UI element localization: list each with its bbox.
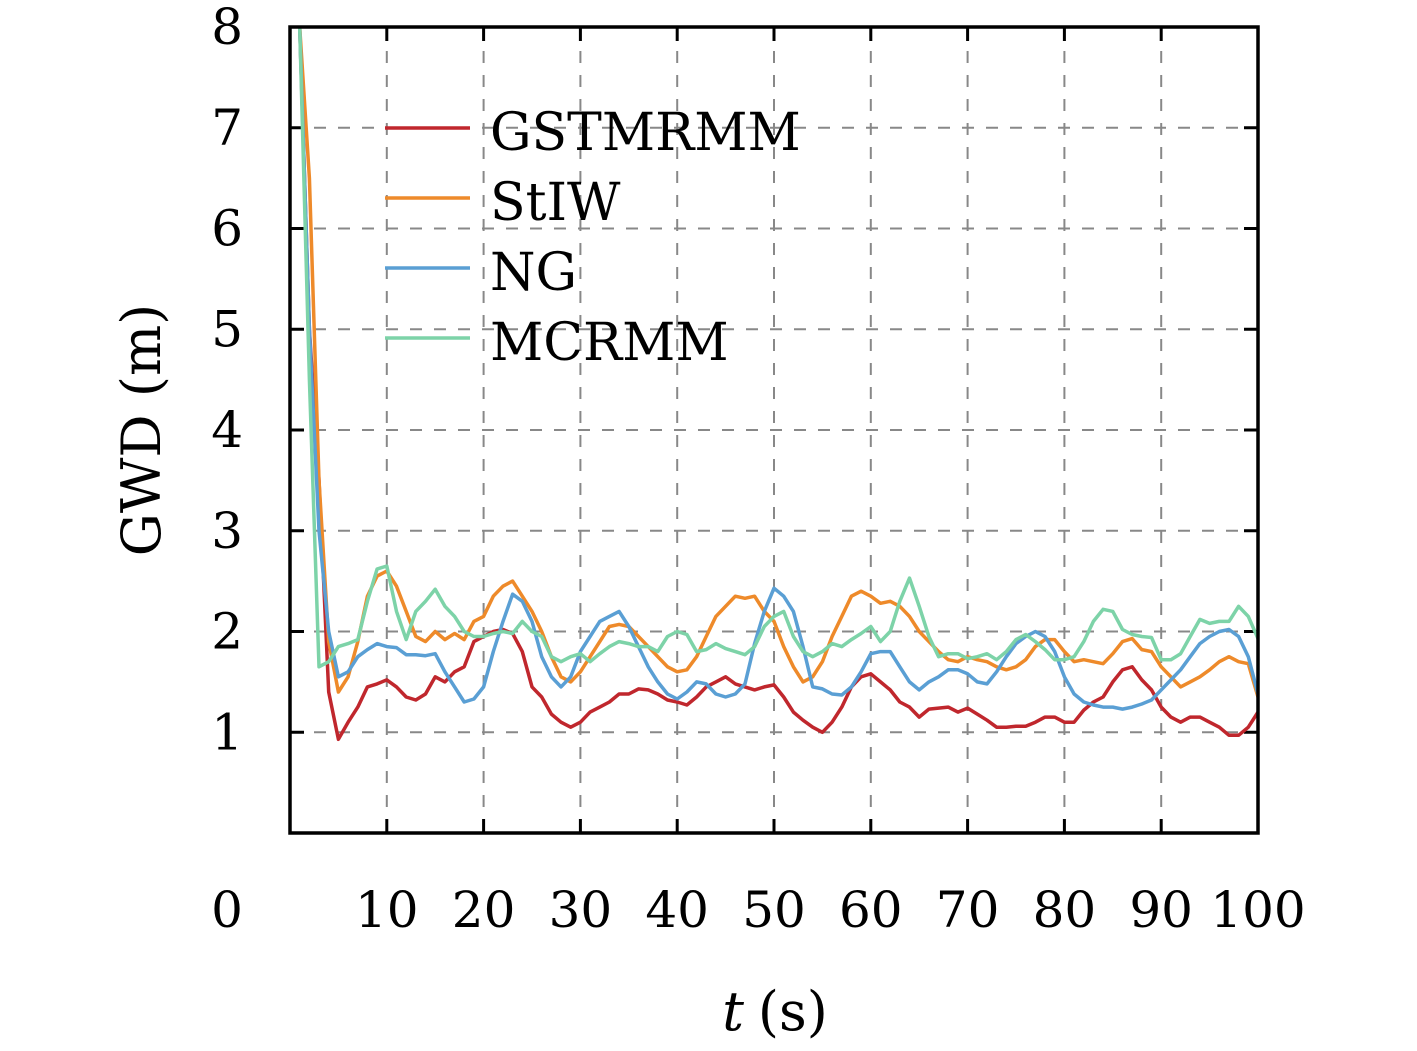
y-tick-label: 6 xyxy=(211,200,243,258)
x-tick-label: 20 xyxy=(452,881,516,939)
axis-ticks xyxy=(290,27,1258,833)
x-tick-label: 40 xyxy=(645,881,709,939)
x-tick-label: 80 xyxy=(1033,881,1097,939)
legend: GSTMRMM StIW NG MCRMM xyxy=(385,103,801,373)
legend-label-ng: NG xyxy=(490,243,577,303)
series-line-gstmrmm xyxy=(297,27,1258,742)
y-tick-label: 7 xyxy=(211,99,243,157)
x-axis-unit: (s) xyxy=(758,980,828,1043)
plot-frame xyxy=(288,25,1260,835)
y-tick-label: 8 xyxy=(211,0,243,56)
x-tick-label: 70 xyxy=(936,881,1000,939)
grid-lines xyxy=(290,27,1258,833)
series-line-ng xyxy=(297,27,1258,711)
legend-label-gstmrmm: GSTMRMM xyxy=(490,103,801,163)
x-tick-label: 30 xyxy=(549,881,613,939)
x-axis-var: t xyxy=(722,980,744,1043)
y-tick-label: 1 xyxy=(211,703,243,761)
legend-label-stiw: StIW xyxy=(490,173,621,233)
y-tick-label: 3 xyxy=(211,502,243,560)
series-lines xyxy=(297,27,1258,742)
x-tick-label: 10 xyxy=(355,881,419,939)
x-tick-label: 90 xyxy=(1129,881,1193,939)
x-tick-label: 0 xyxy=(211,881,243,939)
series-line-stiw xyxy=(297,27,1258,698)
y-tick-labels: 1 2 3 4 5 6 7 8 xyxy=(211,0,243,761)
x-tick-label: 100 xyxy=(1210,881,1305,939)
y-tick-label: 5 xyxy=(211,300,243,358)
x-tick-label: 60 xyxy=(839,881,903,939)
y-tick-label: 4 xyxy=(211,401,243,459)
y-axis-label: GWD (m) xyxy=(110,304,173,556)
x-tick-labels: 0 10 20 30 40 50 60 70 80 90 100 xyxy=(211,881,1306,939)
x-tick-label: 50 xyxy=(742,881,806,939)
x-axis-label: t (s) xyxy=(722,980,828,1043)
legend-label-mcrmm: MCRMM xyxy=(490,313,729,373)
y-tick-label: 2 xyxy=(211,603,243,661)
series-line-mcrmm xyxy=(297,27,1258,669)
